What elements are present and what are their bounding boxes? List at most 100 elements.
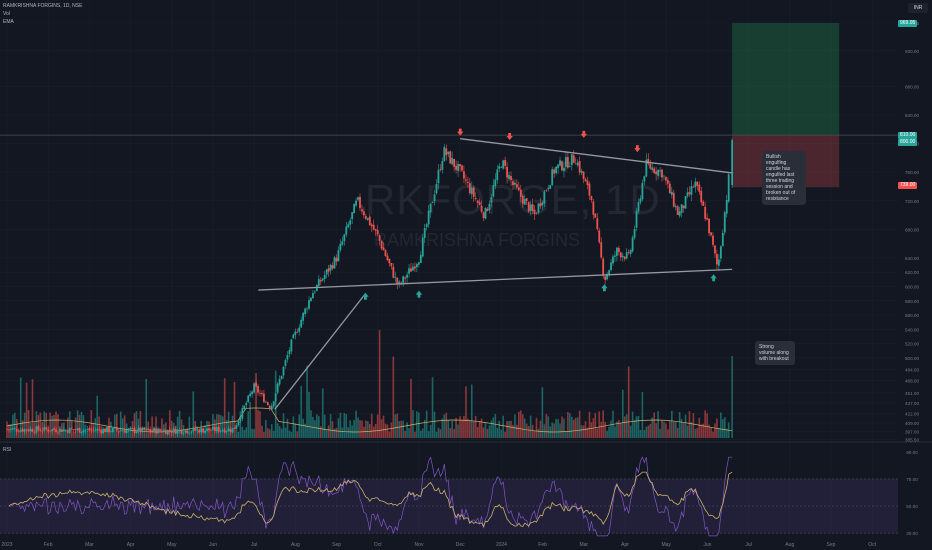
volume-bar [429,425,432,438]
candle-body [213,427,216,431]
candle-body [592,201,595,215]
volume-bar [396,413,399,438]
candle-body [553,169,556,174]
volume-bar [706,413,708,438]
candle-body [229,429,232,432]
candle-body [366,217,369,220]
volume-bar [488,425,491,438]
candle-body [580,170,583,173]
volume-bar [661,420,663,438]
volume-bar [290,431,293,438]
candle-body [127,428,130,431]
candle-body [578,161,581,173]
candle-body [425,224,428,228]
volume-bar [325,429,328,438]
time-axis-label: Mar [85,542,94,548]
candle-body [21,429,24,432]
candle-body [396,277,399,285]
volume-bar [618,419,620,438]
candle-body [274,393,277,402]
candle-body [223,429,226,433]
volume-bar [461,419,463,438]
candle-body [259,392,261,394]
candle-body [539,203,542,207]
volume-bar [512,424,514,438]
up-arrow-marker [710,274,717,282]
candle-body [8,429,10,430]
candle-body [19,429,22,432]
candle-body [49,430,52,432]
candle-body [172,428,175,433]
trendline [460,138,733,174]
volume-bar [316,414,318,438]
candle-body [602,258,605,276]
candle-body [400,282,403,284]
time-axis-label: Apr [621,542,629,548]
ema-indicator-label[interactable]: EMA [3,19,14,25]
volume-bar [714,423,716,438]
candle-body [374,229,377,231]
volume-bar [270,424,273,438]
volume-annotation[interactable]: Strong volume along with breakout [755,341,795,365]
volume-bar [620,423,622,438]
volume-bar [349,420,351,438]
volume-bar [235,425,238,438]
volume-bar [523,418,526,438]
candle-body [537,203,540,213]
candle-body [139,427,142,432]
candle-body [333,257,336,269]
volume-bar [647,425,650,438]
volume-bar [55,411,57,438]
volume-bar [210,429,212,438]
volume-bar [68,411,71,438]
price-tick-label: 451.00 [905,391,919,396]
candle-body [506,166,508,178]
candle-body [245,402,248,406]
volume-bar [123,415,126,438]
volume-bar [545,413,548,438]
candle-body [117,431,120,432]
rsi-tick-label: 50.00 [906,504,918,509]
candle-body [404,277,407,279]
candle-body [582,171,585,179]
volume-bar [355,410,357,438]
volume-bar [80,411,83,438]
volume-bar [259,411,261,438]
candle-body [284,360,287,366]
volume-bar [565,430,567,438]
volume-bar [702,423,704,438]
volume-bar [694,428,697,438]
volume-bar [610,420,612,438]
candle-body [510,176,512,181]
candle-body [561,161,563,171]
price-tick-label: 520.00 [905,342,919,347]
candle-body [570,154,573,165]
volume-bar [296,431,299,438]
volume-bar [304,423,306,438]
candle-body [51,429,54,432]
volume-bar [416,411,418,438]
candle-body [551,169,554,186]
price-tick-label: 880.00 [905,85,919,90]
breakout-annotation[interactable]: Bullish engulfing candle has engulfed la… [762,151,806,205]
volume-bar [135,411,138,438]
candle-body [296,332,299,333]
time-axis-label: Dec [456,542,465,548]
volume-bar [594,413,597,438]
volume-bar [276,423,279,438]
candle-body [594,213,597,218]
candle-body [129,427,132,429]
candle-body [635,210,638,228]
currency-badge[interactable]: INR [908,3,928,13]
volume-bar [722,419,724,438]
volume-bar [333,428,336,438]
candle-body [372,224,375,230]
volume-bar [161,418,163,438]
volume-indicator-label[interactable]: Vol [3,11,10,17]
candle-body [376,229,379,235]
candle-body [270,405,273,410]
volume-bar [414,431,416,438]
candle-body [347,224,350,228]
candle-body [472,187,475,197]
